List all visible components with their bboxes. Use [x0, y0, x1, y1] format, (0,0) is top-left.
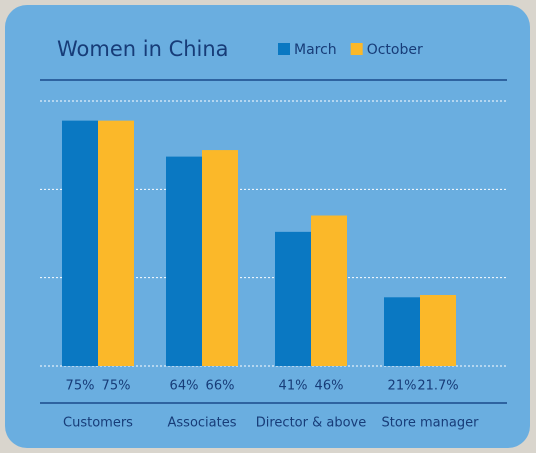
chart-title: Women in China — [57, 37, 229, 61]
x-tick-label: Store manager — [382, 416, 480, 431]
value-label: 64% — [170, 379, 199, 394]
bar — [166, 156, 202, 366]
legend-swatch — [350, 43, 363, 55]
value-label: 75% — [102, 379, 131, 394]
legend-label: March — [294, 42, 337, 58]
x-tick-label: Director & above — [256, 416, 367, 431]
value-label: 75% — [66, 379, 95, 394]
legend-swatch — [278, 43, 290, 55]
value-label: 41% — [279, 379, 308, 394]
bar — [311, 215, 347, 366]
value-label: 46% — [315, 379, 344, 394]
bar — [62, 120, 98, 366]
x-tick-label: Customers — [63, 416, 133, 431]
bar — [98, 120, 134, 366]
value-label: 21% — [388, 379, 417, 394]
bar — [384, 297, 420, 366]
value-label: 21.7% — [417, 379, 458, 394]
bar — [420, 295, 456, 366]
bar — [275, 231, 311, 366]
x-tick-label: Associates — [168, 416, 237, 431]
legend-label: October — [367, 42, 423, 58]
value-label: 66% — [206, 379, 235, 394]
bar — [202, 150, 238, 366]
